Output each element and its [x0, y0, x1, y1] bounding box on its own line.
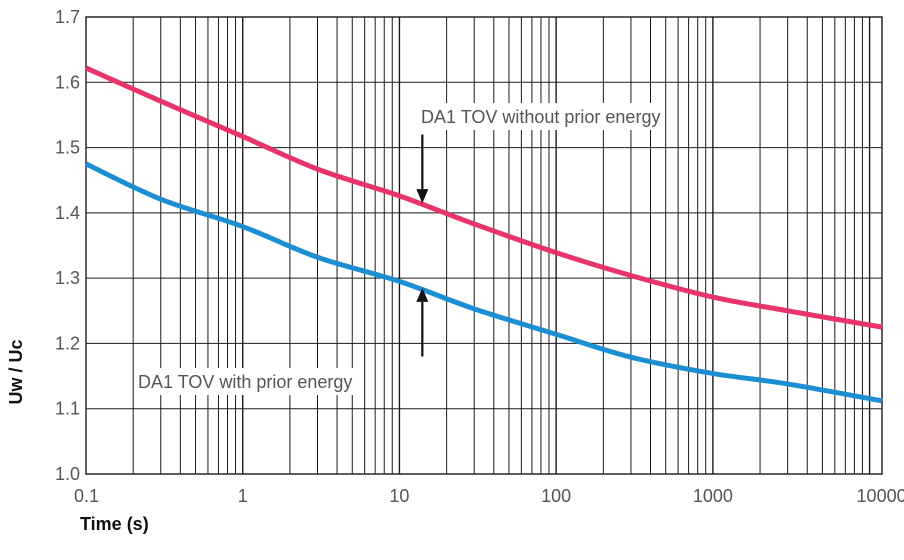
x-tick-label: 10000 [857, 486, 904, 506]
svg-text:DA1 TOV without prior energy: DA1 TOV without prior energy [421, 107, 660, 127]
y-tick-label: 1.6 [55, 72, 80, 92]
x-axis-title: Time (s) [80, 514, 149, 534]
series [84, 65, 883, 404]
plot-frame [85, 16, 883, 475]
annotation-without-prior-energy: DA1 TOV without prior energy [417, 103, 665, 130]
y-tick-label: 1.3 [55, 268, 80, 288]
y-tick-label: 1.1 [55, 399, 80, 419]
arrow-up-icon [416, 287, 429, 357]
x-tick-label: 1 [238, 486, 248, 506]
grid [86, 17, 882, 474]
y-tick-label: 1.4 [55, 203, 80, 223]
x-tick-label: 1000 [693, 486, 733, 506]
arrow-down-icon [416, 134, 429, 204]
x-tick-label: 100 [541, 486, 571, 506]
y-tick-label: 1.7 [55, 7, 80, 27]
annotations: DA1 TOV without prior energy DA1 TOV with… [134, 103, 665, 395]
x-tick-label: 10 [389, 486, 409, 506]
series-line-without-prior-energy [84, 65, 883, 330]
y-tick-label: 1.0 [55, 464, 80, 484]
y-tick-label: 1.5 [55, 138, 80, 158]
x-tick-label: 0.1 [74, 486, 99, 506]
series-line-with-prior-energy [84, 161, 883, 404]
annotation-with-prior-energy: DA1 TOV with prior energy [134, 368, 357, 395]
svg-text:DA1 TOV with prior energy: DA1 TOV with prior energy [138, 372, 352, 392]
y-axis-title: Uw / Uc [6, 339, 26, 404]
axes: 1.0 1.1 1.2 1.3 1.4 1.5 1.6 1.7 0.1 1 10 100 1000 100… [55, 7, 904, 506]
y-tick-label: 1.2 [55, 333, 80, 353]
